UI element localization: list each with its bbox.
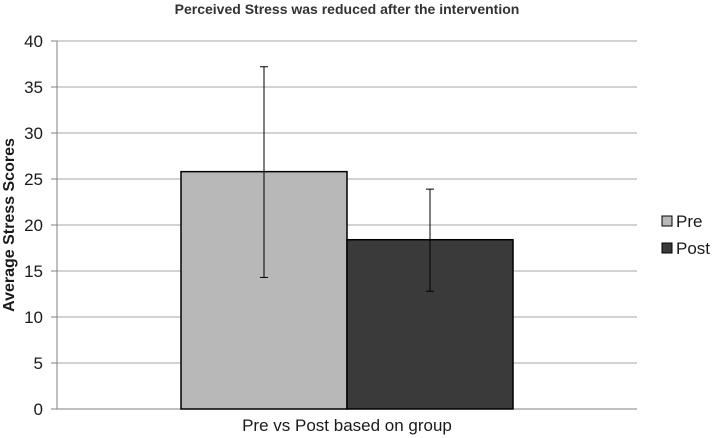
error-bars [260,66,434,292]
y-tick-label: 30 [24,124,43,143]
legend-swatch-pre [661,215,673,227]
y-tick-label: 15 [24,262,43,281]
y-tick-label: 40 [24,32,43,51]
legend-label-pre: Pre [676,212,702,231]
bars [180,170,514,410]
legend: Pre Post [661,212,710,258]
y-tick-label: 25 [24,170,43,189]
legend-swatch-post [661,242,673,254]
chart-title: Perceived Stress was reduced after the i… [175,1,520,17]
y-tick-label: 10 [24,308,43,327]
y-tick-label: 5 [34,354,43,373]
legend-label-post: Post [676,239,710,258]
y-tick-label: 20 [24,216,43,235]
y-tick-label: 35 [24,78,43,97]
y-tick-labels: 0 5 10 15 20 25 30 35 40 [24,32,57,419]
x-axis-label: Pre vs Post based on group [242,416,452,435]
y-tick-label: 0 [34,400,43,419]
y-axis-label: Average Stress Scores [1,138,18,312]
